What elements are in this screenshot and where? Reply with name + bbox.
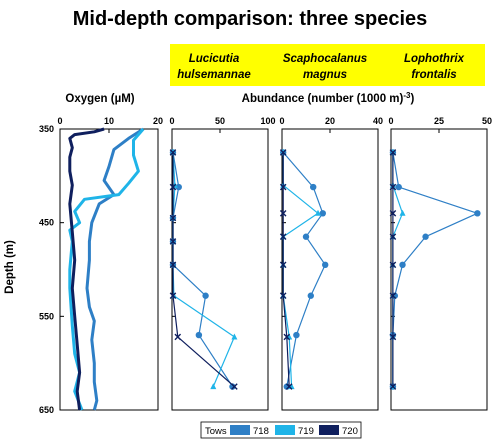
series-line-lucicutia-720 — [172, 152, 235, 388]
abundance-label-close: ) — [410, 93, 414, 105]
point-lucicutia-720-2 — [169, 214, 177, 222]
point-lucicutia-720-7 — [231, 383, 238, 390]
point-lucicutia-720-6 — [174, 333, 182, 341]
legend-swatch-720 — [319, 425, 339, 435]
x-tick-label-oxygen-0: 0 — [57, 116, 62, 126]
point-lophothrix-718-2 — [474, 210, 481, 217]
x-tick-label-lucicutia-50: 50 — [215, 116, 225, 126]
abundance-label-main: Abundance (number (1000 m) — [242, 93, 404, 105]
series-line-lucicutia-719 — [172, 152, 235, 387]
x-tick-label-lophothrix-50: 50 — [482, 116, 492, 126]
legend-swatch-719 — [275, 425, 295, 435]
point-scaphocalanus-718-2 — [319, 210, 326, 217]
species-banner — [170, 44, 485, 86]
point-lucicutia-719-6 — [231, 333, 238, 340]
point-lucicutia-719-7 — [210, 383, 217, 390]
panel-scaphocalanus: 0 20 40 — [279, 116, 383, 411]
x-tick-label-lucicutia-100: 100 — [260, 116, 275, 126]
point-lucicutia-718-6 — [195, 331, 203, 339]
species-name-2a: Scaphocalanus — [283, 53, 367, 65]
legend-label-720: 720 — [342, 426, 358, 437]
panel-lucicutia: 0 50 100 — [169, 116, 276, 411]
panel-lophothrix: 0 25 50 — [388, 116, 492, 411]
point-lucicutia-718-1 — [175, 183, 182, 191]
point-scaphocalanus-720-4 — [279, 261, 287, 269]
y-tick-label-550: 550 — [39, 311, 54, 321]
species-name-3b: frontalis — [411, 69, 456, 81]
y-tick-label-650: 650 — [39, 405, 54, 415]
series-line-oxygen-718 — [85, 127, 145, 411]
series-line-lucicutia-718 — [172, 152, 234, 387]
point-scaphocalanus-720-1 — [279, 183, 287, 191]
legend: Tows 718 719 720 — [200, 421, 362, 439]
point-scaphocalanus-720-7 — [285, 383, 293, 390]
point-scaphocalanus-718-1 — [310, 183, 317, 191]
series-line-lophothrix-718 — [392, 152, 478, 387]
point-lucicutia-720-5 — [169, 292, 177, 300]
series-line-oxygen-719 — [68, 128, 145, 411]
x-tick-label-oxygen-10: 10 — [104, 116, 114, 126]
x-tick-label-scaphocalanus-20: 20 — [325, 116, 335, 126]
panel-frame-lophothrix — [390, 128, 488, 411]
legend-label-719: 719 — [298, 426, 314, 437]
point-lophothrix-720-6 — [389, 333, 397, 341]
panel-oxygen: 0 10 20 350 450 550 650 — [39, 116, 163, 415]
legend-title: Tows — [205, 426, 227, 437]
y-axis-label: Depth (m) — [4, 240, 16, 294]
point-scaphocalanus-720-2 — [279, 210, 287, 217]
y-tick-label-350: 350 — [39, 124, 54, 134]
y-tick-label-450: 450 — [39, 218, 54, 228]
point-scaphocalanus-719-2 — [315, 209, 321, 216]
point-scaphocalanus-720-5 — [279, 292, 287, 300]
x-tick-label-lophothrix-25: 25 — [434, 116, 444, 126]
point-lophothrix-719-2 — [399, 209, 406, 216]
point-lophothrix-718-3 — [422, 233, 429, 240]
x-tick-label-lophothrix-0: 0 — [388, 116, 393, 126]
species-name-2b: magnus — [303, 69, 347, 81]
panels-layer: 0 10 20 350 450 550 650 0 50 100 0 20 40 0 25 50 — [39, 116, 492, 415]
abundance-axis-label: Abundance (number (1000 m)-3) — [242, 91, 415, 105]
point-lophothrix-718-4 — [399, 261, 406, 269]
species-name-1b: hulsemannae — [177, 69, 251, 81]
x-tick-label-scaphocalanus-0: 0 — [279, 116, 284, 126]
point-scaphocalanus-718-4 — [322, 261, 329, 269]
panel-frame-scaphocalanus — [281, 128, 379, 411]
point-lophothrix-718-1 — [395, 183, 402, 191]
x-tick-label-oxygen-20: 20 — [153, 116, 163, 126]
point-lophothrix-720-1 — [389, 183, 397, 191]
point-lucicutia-720-3 — [169, 238, 177, 245]
point-lucicutia-718-5 — [202, 292, 209, 299]
point-scaphocalanus-720-0 — [279, 149, 287, 156]
species-name-1a: Lucicutia — [189, 53, 240, 65]
species-name-3a: Lophothrix — [404, 53, 465, 65]
point-lophothrix-720-2 — [389, 210, 397, 217]
point-lophothrix-720-0 — [389, 149, 397, 156]
series-line-scaphocalanus-720 — [282, 152, 290, 387]
point-lucicutia-720-1 — [169, 183, 177, 191]
x-tick-label-scaphocalanus-40: 40 — [373, 116, 383, 126]
point-scaphocalanus-718-6 — [293, 331, 300, 339]
oxygen-axis-label: Oxygen (µM) — [65, 93, 134, 105]
point-lophothrix-720-5 — [389, 292, 397, 300]
abundance-label-sup: -3 — [403, 91, 411, 100]
point-lophothrix-720-4 — [389, 261, 397, 269]
point-scaphocalanus-718-3 — [302, 233, 310, 240]
chart-title: Mid-depth comparison: three species — [73, 8, 428, 30]
point-lucicutia-720-4 — [169, 261, 177, 269]
legend-swatch-718 — [230, 425, 250, 435]
point-lucicutia-718-7 — [229, 383, 236, 390]
x-tick-label-lucicutia-0: 0 — [169, 116, 174, 126]
series-line-scaphocalanus-718 — [282, 152, 326, 387]
point-scaphocalanus-720-3 — [279, 233, 287, 241]
point-scaphocalanus-720-6 — [283, 333, 291, 341]
point-lophothrix-720-7 — [389, 383, 397, 390]
series-line-oxygen-720 — [68, 127, 105, 411]
legend-label-718: 718 — [253, 426, 269, 437]
point-scaphocalanus-718-5 — [307, 292, 314, 299]
point-lucicutia-720-0 — [169, 149, 177, 156]
point-lophothrix-720-3 — [389, 233, 397, 241]
